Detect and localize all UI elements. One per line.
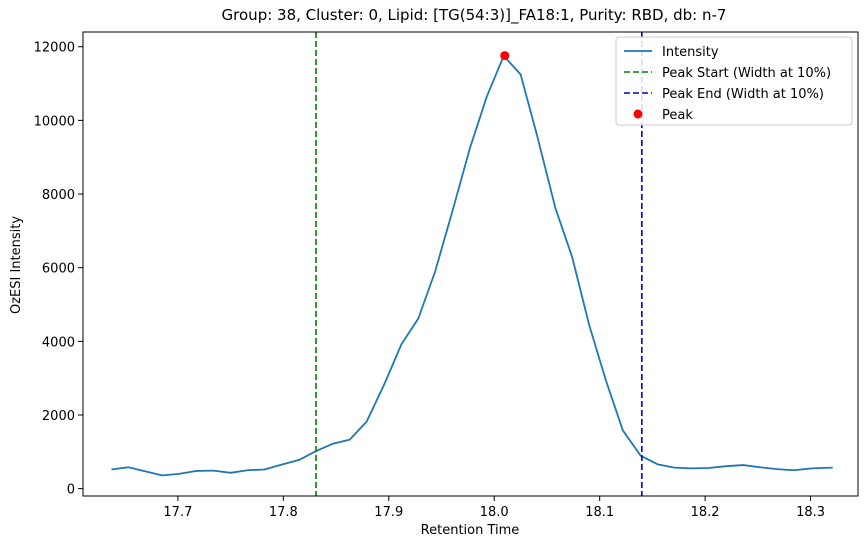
y-tick-label: 6000 [42, 262, 75, 277]
y-tick-label: 8000 [42, 188, 75, 203]
x-tick-label: 17.9 [374, 505, 403, 520]
axes-frame [82, 31, 859, 497]
peak-marker [500, 51, 510, 61]
legend-handle-peak [633, 109, 643, 119]
x-axis-label: Retention Time [421, 523, 520, 538]
chart-title: Group: 38, Cluster: 0, Lipid: [TG(54:3)]… [222, 6, 727, 25]
legend: Intensity Peak Start (Width at 10%) Peak E… [615, 36, 853, 126]
series-line-intensity [111, 55, 833, 477]
x-tick-label: 18.2 [691, 505, 720, 520]
y-tick-label: 0 [67, 483, 75, 498]
legend-label: Peak End (Width at 10%) [662, 87, 824, 102]
x-tick-label: 17.7 [163, 505, 192, 520]
x-tick-label: 18.1 [585, 505, 614, 520]
x-tick-label: 18.0 [480, 505, 509, 520]
y-tick-label: 12000 [34, 41, 75, 56]
y-tick-label: 10000 [34, 114, 75, 129]
legend-label: Peak [662, 108, 693, 123]
y-axis-label: OzESI Intensity [9, 216, 24, 314]
legend-label: Peak Start (Width at 10%) [662, 66, 831, 81]
x-tick-label: 17.8 [269, 505, 298, 520]
y-tick-label: 4000 [42, 335, 75, 350]
legend-label: Intensity [662, 45, 719, 60]
legend-box [615, 36, 853, 126]
x-tick-label: 18.3 [796, 505, 825, 520]
plot-area: 17.7 17.8 17.9 18.0 18.1 18.2 18.3 0 2000 4000 600… [34, 31, 859, 520]
y-tick-label: 2000 [42, 409, 75, 424]
